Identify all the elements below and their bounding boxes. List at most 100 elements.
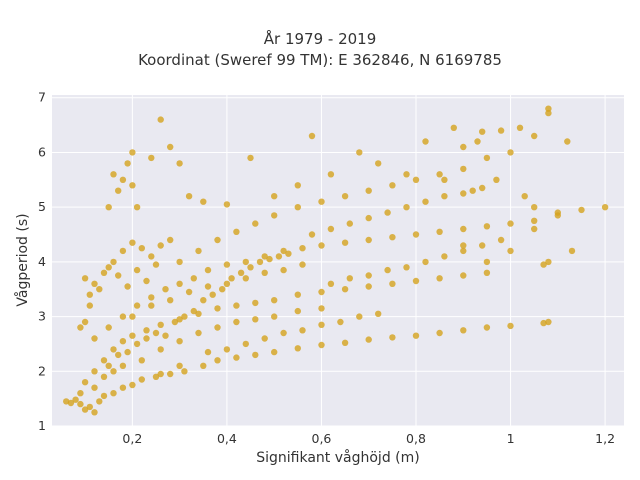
x-axis-label: Signifikant våghöjd (m) bbox=[256, 449, 419, 466]
data-point bbox=[105, 362, 112, 369]
data-point bbox=[129, 182, 136, 189]
data-point bbox=[256, 258, 264, 266]
data-point bbox=[115, 351, 122, 359]
data-point bbox=[365, 272, 372, 279]
data-point bbox=[540, 319, 547, 327]
data-point bbox=[242, 340, 249, 348]
data-point bbox=[138, 245, 145, 252]
data-point bbox=[157, 242, 164, 249]
data-point bbox=[299, 327, 306, 334]
data-point bbox=[483, 269, 491, 276]
data-point bbox=[148, 302, 155, 309]
data-point bbox=[204, 348, 212, 356]
data-point bbox=[247, 264, 254, 271]
data-point bbox=[252, 220, 259, 227]
data-point bbox=[100, 392, 108, 400]
data-point bbox=[133, 266, 141, 274]
data-point bbox=[157, 370, 164, 378]
data-point bbox=[412, 231, 420, 238]
data-point bbox=[412, 277, 420, 285]
data-point bbox=[148, 294, 155, 301]
data-point bbox=[110, 368, 117, 375]
data-point bbox=[422, 138, 429, 145]
data-point bbox=[294, 182, 301, 189]
data-point bbox=[318, 198, 325, 205]
data-point bbox=[389, 234, 396, 241]
data-point bbox=[483, 258, 491, 266]
data-point bbox=[318, 341, 325, 349]
data-point bbox=[81, 379, 89, 386]
data-point bbox=[479, 128, 486, 135]
data-point bbox=[176, 258, 183, 266]
data-point bbox=[176, 316, 183, 323]
data-point bbox=[129, 239, 136, 246]
data-point bbox=[318, 288, 325, 296]
data-point bbox=[124, 283, 131, 290]
data-point bbox=[474, 138, 481, 145]
data-point bbox=[162, 332, 169, 339]
data-point bbox=[422, 258, 429, 266]
data-point bbox=[91, 368, 98, 375]
data-point bbox=[119, 313, 127, 320]
data-point bbox=[119, 338, 127, 345]
data-point bbox=[341, 239, 349, 246]
data-point bbox=[531, 204, 538, 211]
y-tick-label: 2 bbox=[38, 363, 46, 378]
data-point bbox=[223, 261, 231, 268]
data-point bbox=[460, 327, 467, 334]
data-point bbox=[554, 209, 561, 216]
data-point bbox=[119, 384, 127, 391]
data-point bbox=[214, 305, 221, 312]
data-point bbox=[318, 321, 325, 328]
data-point bbox=[403, 204, 410, 211]
data-point bbox=[100, 357, 108, 364]
data-point bbox=[167, 143, 174, 151]
data-point bbox=[441, 253, 448, 260]
data-point bbox=[129, 381, 136, 389]
data-point bbox=[157, 346, 164, 353]
data-point bbox=[346, 220, 353, 227]
x-tick-label: 1 bbox=[507, 431, 515, 446]
data-point bbox=[389, 182, 396, 189]
x-tick-label: 1,2 bbox=[595, 431, 615, 446]
data-point bbox=[531, 132, 538, 140]
data-point bbox=[91, 384, 98, 391]
data-point bbox=[531, 225, 538, 233]
data-point bbox=[578, 206, 585, 214]
data-point bbox=[261, 335, 268, 342]
data-point bbox=[209, 291, 216, 298]
data-point bbox=[148, 154, 155, 162]
data-point bbox=[507, 322, 514, 330]
data-point bbox=[294, 307, 301, 315]
data-point bbox=[516, 124, 524, 131]
data-point bbox=[507, 220, 514, 227]
data-point bbox=[252, 299, 259, 307]
data-point bbox=[223, 201, 231, 208]
data-point bbox=[266, 255, 273, 263]
data-point bbox=[86, 291, 94, 298]
data-point bbox=[190, 275, 197, 282]
data-point bbox=[133, 204, 141, 211]
data-point bbox=[271, 348, 278, 356]
data-points bbox=[62, 105, 609, 416]
data-point bbox=[219, 286, 226, 293]
data-point bbox=[176, 280, 183, 287]
data-point bbox=[81, 275, 89, 282]
data-point bbox=[271, 313, 278, 320]
data-point bbox=[280, 266, 287, 274]
data-point bbox=[601, 204, 609, 211]
data-point bbox=[327, 171, 335, 178]
data-point bbox=[285, 250, 292, 257]
data-point bbox=[152, 373, 160, 380]
data-point bbox=[247, 154, 254, 162]
x-tick-label: 0,8 bbox=[406, 431, 426, 446]
data-point bbox=[441, 193, 448, 200]
data-point bbox=[280, 247, 287, 255]
data-point bbox=[436, 171, 443, 178]
data-point bbox=[375, 160, 382, 167]
data-point bbox=[190, 307, 197, 315]
data-point bbox=[365, 214, 372, 222]
data-point bbox=[195, 247, 202, 255]
data-point bbox=[356, 313, 363, 320]
data-point bbox=[327, 280, 335, 287]
